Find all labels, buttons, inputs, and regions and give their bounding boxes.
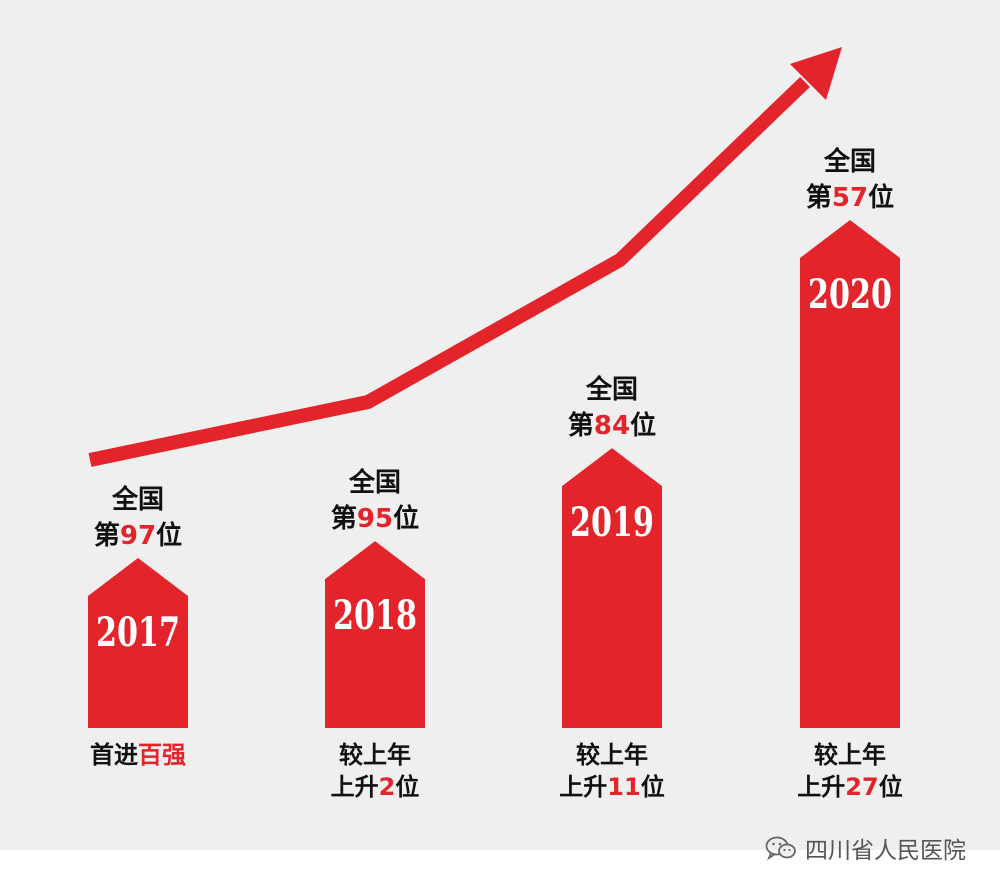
bar-2017 bbox=[88, 558, 188, 728]
watermark-text: 四川省人民医院 bbox=[805, 838, 966, 864]
rank-value: 97 bbox=[120, 521, 156, 551]
bar-note-line: 较上年 bbox=[339, 741, 411, 769]
bar-year-label: 2018 bbox=[333, 592, 417, 639]
note-highlight: 27 bbox=[845, 773, 878, 801]
rank-label-line2: 第84位 bbox=[568, 410, 656, 441]
bar-year-label: 2020 bbox=[808, 271, 892, 318]
bar-note-line: 上升2位 bbox=[331, 773, 420, 801]
bar-2020 bbox=[800, 220, 900, 728]
rank-value: 95 bbox=[357, 504, 393, 534]
rank-label-line2: 第95位 bbox=[331, 503, 419, 534]
rank-value: 57 bbox=[832, 183, 868, 213]
note-highlight: 百强 bbox=[138, 741, 186, 769]
rank-label-line1: 全国 bbox=[823, 146, 876, 177]
bar-note-line: 较上年 bbox=[814, 741, 886, 769]
rank-label-line2: 第97位 bbox=[94, 520, 182, 551]
bar-year-label: 2019 bbox=[570, 499, 654, 546]
bar-2019 bbox=[562, 448, 662, 728]
note-highlight: 2 bbox=[379, 773, 396, 801]
rank-label-line2: 第57位 bbox=[806, 182, 894, 213]
bar-note-line: 上升11位 bbox=[559, 773, 664, 801]
watermark: 四川省人民医院 bbox=[765, 831, 966, 865]
rank-label-line1: 全国 bbox=[111, 484, 164, 515]
rank-value: 84 bbox=[594, 411, 630, 441]
trend-arrowhead bbox=[790, 47, 842, 100]
bar-2018 bbox=[325, 541, 425, 728]
trend-line bbox=[88, 76, 810, 467]
bar-year-label: 2017 bbox=[96, 609, 180, 656]
bar-note-line: 上升27位 bbox=[797, 773, 902, 801]
wechat-icon bbox=[765, 836, 796, 861]
note-highlight: 11 bbox=[607, 773, 640, 801]
rank-label-line1: 全国 bbox=[348, 467, 401, 498]
bar-note-line: 较上年 bbox=[576, 741, 648, 769]
rank-label-line1: 全国 bbox=[585, 374, 638, 405]
bar-note-line: 首进百强 bbox=[90, 741, 186, 769]
